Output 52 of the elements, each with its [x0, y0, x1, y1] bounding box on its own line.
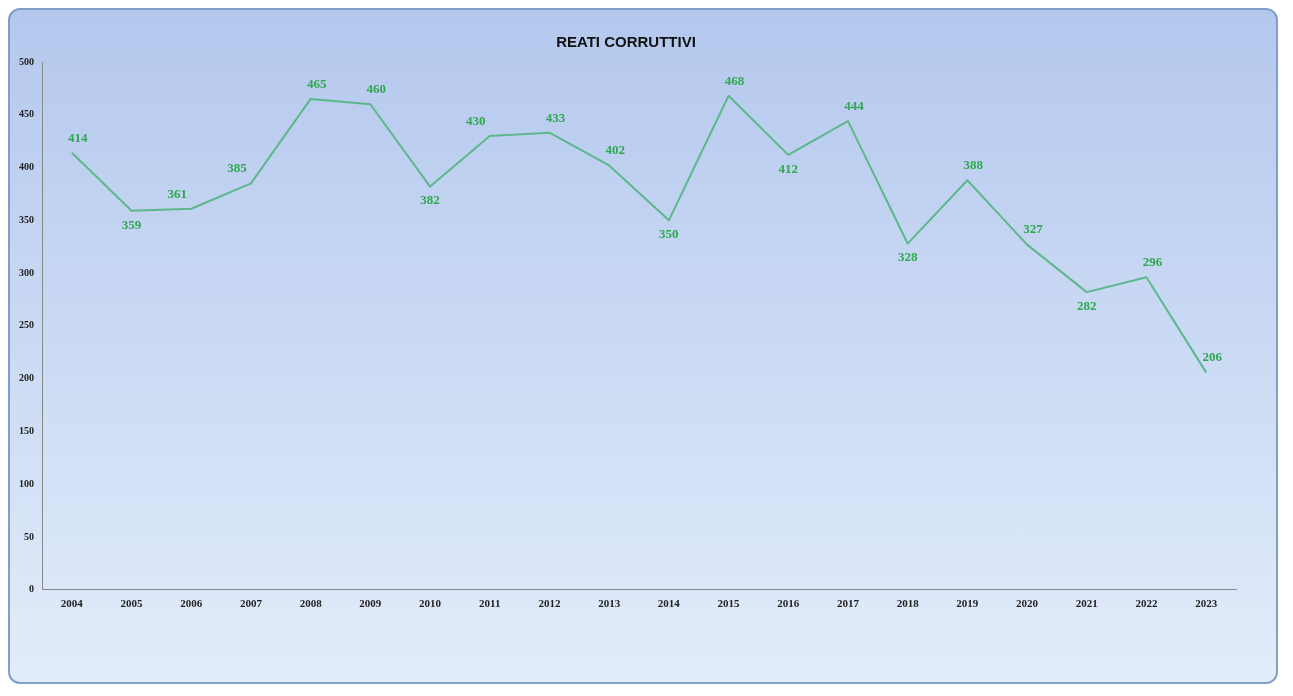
chart-title: REATI CORRUTTIVI — [556, 33, 696, 51]
data-label: 414 — [68, 129, 89, 145]
y-tick-label: 250 — [19, 319, 34, 331]
data-label: 468 — [724, 72, 745, 88]
x-tick-label: 2015 — [717, 597, 741, 610]
y-tick-label: 450 — [19, 108, 34, 120]
y-tick-label: 350 — [19, 213, 34, 225]
data-label: 206 — [1202, 349, 1223, 365]
y-tick-label: 400 — [19, 161, 34, 173]
data-label: 361 — [167, 185, 187, 201]
x-tick-label: 2018 — [896, 597, 920, 610]
x-tick-label: 2007 — [239, 597, 263, 610]
x-tick-label: 2012 — [538, 597, 561, 610]
data-label: 465 — [306, 75, 327, 91]
data-label: 350 — [659, 226, 679, 242]
data-label: 402 — [605, 142, 625, 158]
y-tick-label: 50 — [24, 530, 34, 542]
data-label: 460 — [366, 81, 387, 97]
x-tick-label: 2016 — [777, 597, 800, 610]
x-tick-label: 2005 — [120, 597, 144, 610]
data-label: 382 — [420, 192, 440, 208]
y-tick-label: 500 — [19, 55, 34, 67]
data-label: 359 — [121, 216, 142, 232]
x-tick-label: 2006 — [180, 597, 203, 610]
x-tick-label: 2014 — [657, 597, 681, 610]
data-label: 296 — [1142, 254, 1163, 270]
x-tick-label: 2010 — [419, 597, 442, 610]
x-tick-label: 2019 — [956, 597, 979, 610]
x-tick-label: 2017 — [836, 597, 860, 610]
x-tick-label: 2022 — [1135, 597, 1158, 610]
x-tick-label: 2011 — [479, 597, 501, 610]
y-tick-label: 150 — [19, 425, 34, 437]
y-tick-label: 0 — [29, 583, 34, 595]
x-tick-label: 2023 — [1195, 597, 1218, 610]
data-label: 412 — [778, 160, 798, 176]
data-label: 328 — [897, 249, 918, 265]
x-tick-label: 2004 — [60, 597, 84, 610]
data-label: 444 — [844, 97, 865, 113]
y-tick-label: 100 — [19, 477, 34, 489]
data-label: 388 — [963, 157, 984, 173]
data-label: 430 — [466, 112, 486, 128]
data-label: 327 — [1023, 221, 1044, 237]
data-label: 433 — [545, 109, 566, 125]
y-tick-label: 200 — [19, 372, 34, 384]
x-tick-label: 2008 — [299, 597, 323, 610]
x-tick-label: 2013 — [598, 597, 621, 610]
x-tick-label: 2021 — [1075, 597, 1098, 610]
x-tick-label: 2009 — [359, 597, 382, 610]
data-label: 282 — [1077, 297, 1097, 313]
data-label: 385 — [227, 160, 248, 176]
y-tick-label: 300 — [19, 266, 34, 278]
x-tick-label: 2020 — [1016, 597, 1039, 610]
